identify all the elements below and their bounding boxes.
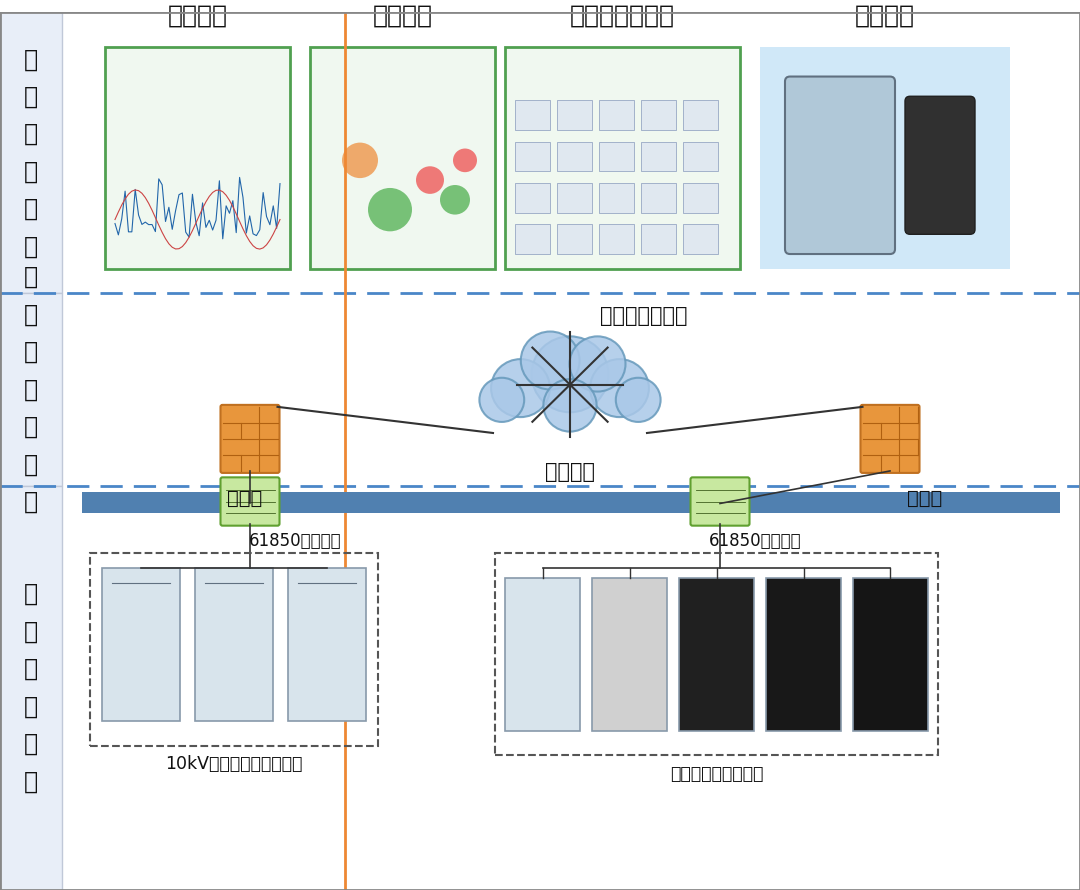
Text: 防火墙: 防火墙 (907, 489, 943, 507)
Text: 10kV开关站高压用量采集: 10kV开关站高压用量采集 (165, 756, 302, 773)
Text: 防火墙: 防火墙 (228, 489, 262, 507)
Text: 能源监控与分析: 能源监控与分析 (570, 4, 675, 28)
FancyBboxPatch shape (785, 77, 895, 254)
Bar (592, 578, 667, 731)
Text: 源: 源 (24, 85, 38, 109)
Text: 存: 存 (24, 340, 38, 364)
Text: 储: 储 (24, 377, 38, 401)
Bar (0, 294, 62, 486)
Text: 服: 服 (24, 198, 38, 221)
Bar (599, 224, 634, 254)
Bar (102, 568, 180, 721)
Bar (642, 224, 676, 254)
Text: 交大能源私有云: 交大能源私有云 (600, 305, 688, 326)
Circle shape (453, 149, 477, 172)
Circle shape (440, 185, 470, 214)
Text: 采: 采 (24, 732, 38, 756)
Text: 务: 务 (24, 235, 38, 259)
Text: 应: 应 (24, 122, 38, 146)
Text: 据: 据 (24, 303, 38, 327)
Text: 源: 源 (24, 619, 38, 643)
Bar (105, 47, 291, 269)
Bar (515, 142, 550, 171)
Text: 校园内网: 校园内网 (545, 462, 595, 481)
Text: 61850协议网关: 61850协议网关 (708, 531, 801, 550)
Bar (310, 47, 495, 269)
Bar (195, 568, 273, 721)
Text: 计: 计 (24, 452, 38, 476)
Bar (0, 12, 62, 294)
Bar (760, 47, 1010, 269)
Bar (90, 554, 378, 746)
Bar (599, 183, 634, 213)
Text: 集: 集 (24, 770, 38, 794)
Text: 61850协议网关: 61850协议网关 (248, 531, 341, 550)
Circle shape (531, 336, 608, 412)
Bar (599, 101, 634, 130)
Bar (683, 224, 718, 254)
Bar (557, 224, 592, 254)
Text: 算: 算 (24, 490, 38, 514)
Text: 据: 据 (24, 694, 38, 718)
Bar (495, 554, 939, 756)
Circle shape (491, 360, 550, 417)
FancyBboxPatch shape (220, 477, 280, 526)
Circle shape (569, 336, 625, 392)
FancyBboxPatch shape (690, 477, 750, 526)
Bar (557, 101, 592, 130)
Bar (683, 142, 718, 171)
Bar (599, 142, 634, 171)
Bar (557, 183, 592, 213)
Bar (683, 101, 718, 130)
FancyBboxPatch shape (905, 96, 975, 234)
Bar (642, 183, 676, 213)
Text: 移动终端: 移动终端 (855, 4, 915, 28)
Bar (515, 101, 550, 130)
Circle shape (543, 379, 596, 432)
Text: 能: 能 (24, 582, 38, 606)
Circle shape (416, 166, 444, 194)
Bar (505, 47, 740, 269)
Circle shape (616, 377, 661, 422)
Text: 能源应用: 能源应用 (167, 4, 228, 28)
Bar (82, 491, 1059, 514)
Text: 数: 数 (24, 657, 38, 681)
Bar (853, 578, 928, 731)
Bar (557, 142, 592, 171)
Circle shape (521, 331, 580, 390)
Bar (515, 183, 550, 213)
Circle shape (590, 360, 649, 417)
FancyBboxPatch shape (220, 405, 280, 473)
Text: 用: 用 (24, 159, 38, 183)
Circle shape (342, 142, 378, 178)
Bar (0, 486, 62, 890)
Bar (642, 142, 676, 171)
Text: 能: 能 (24, 47, 38, 71)
Bar (766, 578, 841, 731)
Text: 与: 与 (24, 415, 38, 439)
Bar (288, 568, 366, 721)
Circle shape (480, 377, 524, 422)
FancyBboxPatch shape (861, 405, 919, 473)
Circle shape (368, 188, 411, 231)
Bar (505, 578, 580, 731)
Bar (683, 183, 718, 213)
Text: 数: 数 (24, 265, 38, 289)
Bar (642, 101, 676, 130)
Text: 能源优化: 能源优化 (373, 4, 432, 28)
Bar (515, 224, 550, 254)
Bar (679, 578, 754, 731)
Text: 变电站低压用量采集: 变电站低压用量采集 (670, 765, 764, 783)
